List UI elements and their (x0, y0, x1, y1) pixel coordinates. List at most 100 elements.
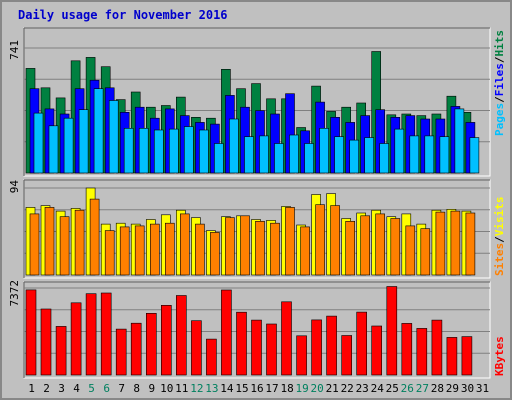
hits-bar-pages-day-23 (364, 137, 375, 174)
kbytes-bar-kbytes-day-14 (221, 289, 232, 376)
x-tick-label-day-17: 17 (265, 382, 278, 395)
kbytes-bar-kbytes-day-8 (130, 322, 142, 376)
visits-bar-sites-day-26 (405, 225, 416, 276)
x-tick-label-day-7: 7 (118, 382, 125, 395)
visits-bar-sites-day-7 (119, 226, 130, 276)
x-tick-label-day-12: 12 (190, 382, 203, 395)
hits-bar-pages-day-26 (409, 135, 420, 174)
hits-bar-pages-day-2 (48, 125, 59, 174)
hits-bar-pages-day-29 (454, 108, 465, 174)
visits-legend-item-1: / (493, 236, 506, 243)
visits-legend-item-0: Sites (493, 243, 506, 276)
x-tick-label-day-30: 30 (461, 382, 474, 395)
kbytes-bar-kbytes-day-17 (266, 323, 277, 376)
kbytes-bar-kbytes-day-2 (40, 308, 52, 376)
x-tick-label-day-3: 3 (58, 382, 65, 395)
x-tick-label-day-16: 16 (250, 382, 263, 395)
visits-bar-sites-day-18 (285, 207, 295, 276)
kbytes-bar-kbytes-day-13 (206, 338, 217, 376)
hits-max-label: 741 (8, 40, 21, 60)
visits-bar-sites-day-12 (195, 223, 205, 276)
visits-bar-sites-day-11 (180, 213, 190, 276)
hits-bar-pages-day-13 (214, 143, 224, 174)
hits-legend-item-0: Pages (493, 103, 506, 136)
visits-bar-sites-day-9 (150, 223, 160, 276)
hits-bar-pages-day-12 (199, 129, 209, 174)
visits-panel: 94 (8, 179, 491, 279)
hits-bar-pages-day-24 (379, 143, 390, 174)
kbytes-bar-kbytes-day-6 (100, 292, 112, 376)
visits-bar-sites-day-5 (89, 198, 100, 276)
hits-legend: Pages/Files/Hits (493, 30, 506, 136)
x-tick-label-day-20: 20 (310, 382, 323, 395)
x-tick-label-day-19: 19 (295, 382, 308, 395)
kbytes-bar-kbytes-day-1 (25, 289, 37, 376)
hits-legend-item-1: / (493, 96, 506, 103)
x-tick-label-day-4: 4 (73, 382, 80, 395)
hits-bar-pages-day-10 (169, 128, 179, 174)
hits-bar-pages-day-19 (304, 143, 314, 174)
kbytes-bar-kbytes-day-28 (431, 319, 443, 376)
hits-bar-pages-day-22 (349, 139, 360, 174)
visits-bar-sites-day-24 (375, 213, 386, 276)
kbytes-max-label: 7372 (8, 280, 21, 307)
x-tick-label-day-23: 23 (356, 382, 369, 395)
visits-bar-sites-day-27 (420, 228, 431, 276)
visits-bar-sites-day-17 (270, 222, 280, 276)
kbytes-bar-kbytes-day-7 (115, 328, 127, 376)
x-tick-label-day-29: 29 (446, 382, 459, 395)
kbytes-bar-kbytes-day-18 (281, 301, 292, 376)
x-tick-label-day-28: 28 (431, 382, 444, 395)
x-tick-label-day-8: 8 (133, 382, 140, 395)
visits-bar-sites-day-29 (450, 210, 461, 276)
kbytes-bar-kbytes-day-29 (446, 337, 458, 376)
hits-bar-pages-day-4 (78, 109, 89, 174)
visits-bar-sites-day-20 (315, 204, 325, 276)
x-tick-label-day-18: 18 (280, 382, 293, 395)
hits-bar-pages-day-11 (184, 126, 194, 174)
hits-bar-pages-day-28 (439, 136, 450, 174)
kbytes-bar-kbytes-day-4 (70, 302, 82, 376)
x-tick-label-day-21: 21 (326, 382, 339, 395)
visits-bar-sites-day-3 (59, 216, 70, 276)
kbytes-bar-kbytes-day-27 (416, 328, 428, 376)
x-tick-label-day-13: 13 (205, 382, 218, 395)
hits-bar-pages-day-1 (33, 112, 44, 174)
kbytes-bar-kbytes-day-30 (461, 336, 473, 376)
x-tick-label-day-26: 26 (401, 382, 414, 395)
visits-bar-sites-day-25 (390, 218, 401, 276)
kbytes-bar-kbytes-day-15 (236, 311, 247, 376)
kbytes-bar-kbytes-day-22 (341, 335, 353, 376)
visits-bar-sites-day-23 (360, 215, 371, 276)
visits-bar-sites-day-6 (104, 230, 115, 276)
x-tick-label-day-9: 9 (148, 382, 155, 395)
visits-max-label: 94 (8, 180, 21, 194)
x-tick-label-day-1: 1 (28, 382, 35, 395)
visits-bar-sites-day-28 (435, 211, 446, 276)
x-tick-label-day-27: 27 (416, 382, 429, 395)
hits-bar-pages-day-20 (319, 128, 329, 174)
kbytes-bar-kbytes-day-25 (386, 286, 398, 376)
visits-legend-item-2: Visits (493, 197, 506, 237)
x-tick-label-day-6: 6 (103, 382, 110, 395)
x-tick-label-day-15: 15 (235, 382, 248, 395)
visits-bar-sites-day-1 (29, 213, 40, 276)
kbytes-bar-kbytes-day-10 (161, 304, 172, 376)
hits-legend-item-4: Hits (493, 30, 506, 57)
kbytes-bar-kbytes-day-21 (326, 315, 337, 376)
kbytes-panel: 7372 (8, 280, 491, 379)
hits-bar-pages-day-9 (154, 129, 164, 174)
hits-bar-pages-day-5 (93, 88, 104, 174)
x-tick-label-day-24: 24 (371, 382, 385, 395)
visits-bar-sites-day-10 (165, 222, 175, 276)
visits-bar-sites-day-19 (300, 226, 310, 276)
kbytes-bar-kbytes-day-26 (401, 323, 413, 376)
hits-bar-pages-day-21 (334, 136, 344, 174)
visits-bar-sites-day-15 (240, 215, 250, 276)
x-tick-label-day-25: 25 (386, 382, 399, 395)
visits-bar-sites-day-30 (465, 212, 476, 276)
hits-bar-pages-day-3 (63, 117, 74, 174)
kbytes-bar-kbytes-day-5 (85, 293, 97, 376)
hits-bar-pages-day-25 (394, 128, 405, 174)
